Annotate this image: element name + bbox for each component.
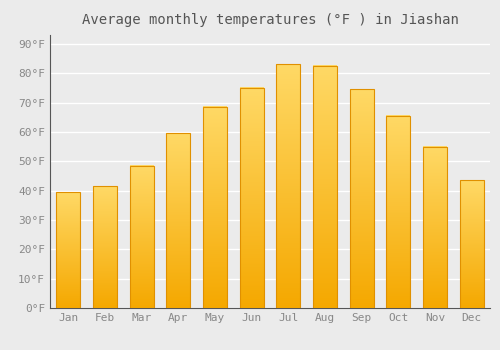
Bar: [93, 186, 117, 308]
Bar: [166, 133, 190, 308]
Bar: [350, 89, 374, 308]
Bar: [203, 107, 227, 308]
Bar: [423, 147, 447, 308]
Title: Average monthly temperatures (°F ) in Jiashan: Average monthly temperatures (°F ) in Ji…: [82, 13, 458, 27]
Bar: [276, 64, 300, 308]
Bar: [240, 88, 264, 308]
Bar: [460, 180, 483, 308]
Bar: [313, 66, 337, 308]
Bar: [130, 166, 154, 308]
Bar: [56, 192, 80, 308]
Bar: [386, 116, 410, 308]
